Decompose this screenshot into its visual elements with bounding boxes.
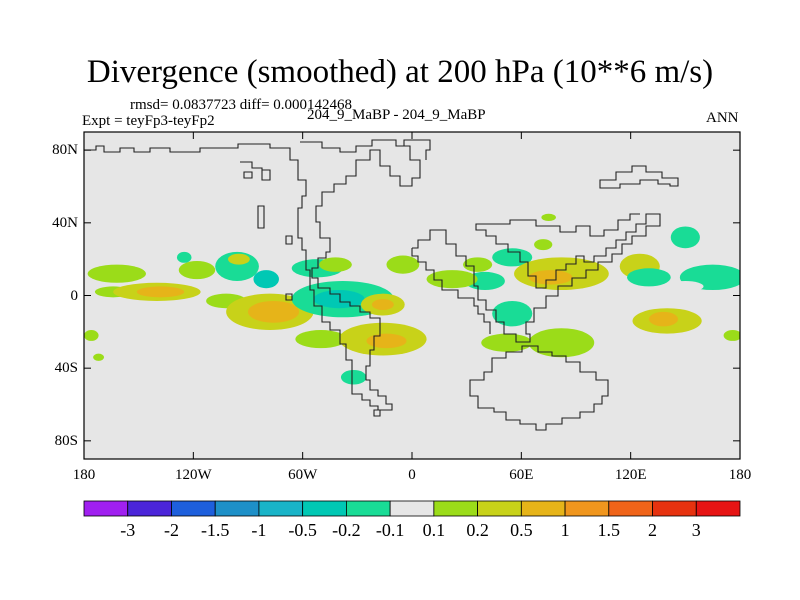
contour-feature-19	[386, 255, 420, 274]
chart-title: Divergence (smoothed) at 200 hPa (10**6 …	[86, 54, 714, 90]
contour-feature-42	[84, 330, 99, 341]
x-tick-label-3: 0	[408, 467, 416, 483]
contour-feature-11	[248, 300, 300, 323]
colorbar-label-3: -1	[251, 520, 267, 540]
colorbar-label-1: -2	[163, 520, 179, 540]
colorbar-label-10: 1	[560, 520, 570, 540]
colorbar-box-4	[258, 500, 304, 517]
y-tick-label-0: 80N	[52, 142, 78, 159]
coastline-hudson	[240, 161, 271, 181]
contour-feature-25	[426, 270, 478, 289]
colorbar-label-13: 3	[691, 520, 701, 540]
coastline-island-2	[285, 235, 293, 245]
x-tick-label-1: 120W	[174, 467, 212, 483]
contour-fields	[84, 213, 740, 385]
colorbar-box-5	[302, 500, 347, 517]
season-label: ANN	[706, 110, 739, 126]
contour-feature-8	[227, 253, 250, 265]
y-tick-label-2: 0	[70, 287, 79, 304]
colorbar-box-0	[83, 500, 129, 517]
coastline-island-4	[373, 409, 381, 417]
contour-feature-28	[534, 239, 553, 251]
coastlines	[84, 139, 679, 431]
contour-feature-4	[178, 260, 216, 280]
colorbar-label-2: -1.5	[200, 520, 230, 540]
colorbar-label-6: -0.1	[375, 520, 405, 540]
y-tick-label-3: 40S	[54, 360, 78, 377]
x-tick-label-6: 180	[728, 467, 752, 483]
colorbar-label-11: 1.5	[597, 520, 621, 540]
stats-line: rmsd= 0.0837723 diff= 0.000142468	[130, 97, 353, 113]
contour-feature-0	[87, 264, 146, 283]
contour-feature-15	[313, 290, 365, 309]
coastline-island-3	[285, 293, 293, 301]
contour-feature-35	[667, 280, 704, 292]
x-tick-label-5: 120E	[614, 467, 647, 483]
contour-feature-23	[463, 257, 493, 272]
colorbar-box-6	[345, 500, 391, 517]
y-tick-label-1: 40N	[52, 214, 78, 231]
colorbar-box-14	[695, 500, 741, 517]
colorbar-label-9: 0.5	[510, 520, 533, 540]
coastline-siberia	[599, 165, 679, 189]
colorbar	[83, 500, 741, 517]
coastline-island-5	[243, 171, 253, 179]
contour-feature-36	[492, 300, 533, 327]
colorbar-box-11	[564, 500, 610, 517]
y-tick-label-4: 80S	[54, 432, 78, 449]
colorbar-box-1	[127, 500, 172, 517]
contour-feature-38	[528, 328, 595, 358]
coastline-eurasia	[412, 213, 661, 343]
contour-feature-18	[371, 299, 394, 311]
colorbar-label-7: 0.1	[422, 520, 446, 540]
x-tick-label-0: 180	[72, 467, 96, 483]
coastline-americas	[84, 139, 421, 411]
colorbar-label-4: -0.5	[288, 520, 317, 540]
contour-feature-43	[93, 353, 105, 361]
contour-feature-6	[176, 251, 192, 263]
colorbar-box-12	[608, 500, 653, 517]
colorbar-box-7	[389, 500, 435, 517]
colorbar-label-5: -0.2	[332, 520, 361, 540]
x-tick-label-4: 60E	[509, 467, 534, 483]
coastline-africa	[411, 248, 491, 334]
contour-feature-16	[295, 330, 347, 349]
contour-feature-37	[481, 333, 533, 352]
contour-feature-13	[319, 257, 352, 272]
coastline-island-1	[257, 205, 265, 229]
colorbar-box-2	[171, 500, 216, 517]
colorbar-label-0: -3	[120, 520, 136, 540]
contour-feature-40	[648, 311, 679, 327]
x-tick-label-2: 60W	[288, 467, 318, 483]
colorbar-box-10	[520, 500, 566, 517]
colorbar-box-8	[433, 500, 479, 517]
contour-feature-41	[723, 330, 740, 341]
case-label: 204_9_MaBP - 204_9_MaBP	[307, 107, 486, 123]
contour-feature-9	[253, 270, 279, 289]
colorbar-label-12: 2	[648, 520, 658, 540]
contour-feature-3	[136, 286, 185, 298]
contour-feature-32	[670, 226, 700, 249]
contour-feature-30	[528, 270, 573, 285]
contour-feature-33	[627, 268, 671, 287]
axis-ticks	[83, 132, 741, 459]
experiment-label: Expt = teyFp3-teyFp2	[82, 113, 215, 129]
colorbar-label-8: 0.2	[466, 520, 489, 540]
colorbar-box-3	[214, 500, 260, 517]
coastline-greenland	[396, 139, 431, 160]
contour-feature-22	[340, 369, 367, 385]
coastline-australia	[469, 345, 609, 431]
colorbar-box-13	[652, 500, 697, 517]
colorbar-box-9	[477, 500, 522, 517]
contour-feature-21	[366, 333, 407, 349]
contour-feature-27	[541, 213, 556, 222]
